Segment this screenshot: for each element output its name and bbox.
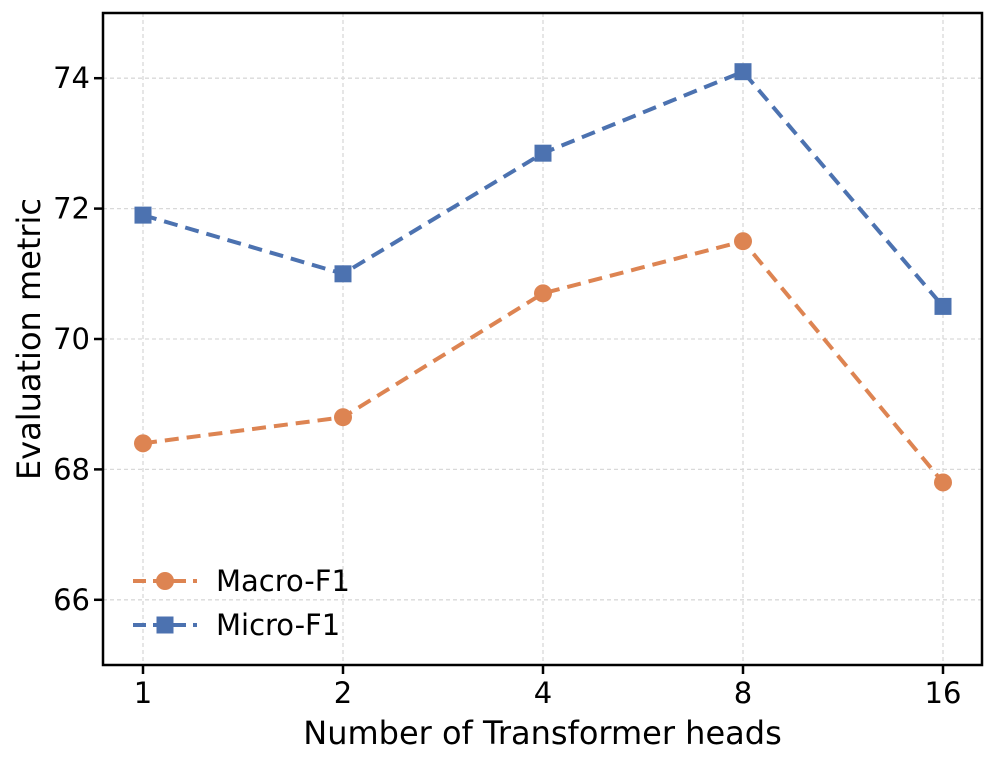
legend-marker-circle bbox=[156, 572, 174, 590]
y-axis-label: Evaluation metric bbox=[10, 198, 48, 480]
data-point-marker-square bbox=[934, 297, 952, 315]
series-line-macro-f1 bbox=[142, 238, 945, 484]
legend-item-micro-f1: Micro-F1 bbox=[133, 608, 340, 642]
x-tick-label: 16 bbox=[925, 676, 962, 710]
data-point-marker-square bbox=[334, 265, 352, 283]
data-point-marker-circle bbox=[334, 408, 352, 427]
x-tick-label: 4 bbox=[534, 676, 552, 710]
data-point-marker-square bbox=[134, 206, 152, 224]
x-tick-label: 8 bbox=[734, 676, 752, 710]
y-tick-label: 70 bbox=[53, 322, 90, 356]
legend-item-macro-f1: Macro-F1 bbox=[133, 564, 350, 598]
x-axis-label: Number of Transformer heads bbox=[303, 714, 781, 752]
data-point-marker-circle bbox=[134, 434, 152, 453]
data-point-marker-square bbox=[534, 144, 552, 162]
y-tick-label: 72 bbox=[53, 192, 90, 226]
x-tick-label: 2 bbox=[334, 676, 352, 710]
y-tick-label: 66 bbox=[53, 583, 90, 617]
x-tick-label: 1 bbox=[134, 676, 152, 710]
legend-marker-square bbox=[156, 616, 174, 634]
data-point-marker-circle bbox=[534, 284, 552, 303]
legend-label: Micro-F1 bbox=[216, 608, 340, 642]
data-point-marker-square bbox=[734, 63, 752, 81]
legend-label: Macro-F1 bbox=[216, 564, 350, 598]
y-tick-label: 68 bbox=[53, 452, 90, 486]
y-tick-label: 74 bbox=[53, 61, 90, 95]
data-point-marker-circle bbox=[934, 473, 952, 492]
data-point-marker-circle bbox=[734, 232, 752, 251]
